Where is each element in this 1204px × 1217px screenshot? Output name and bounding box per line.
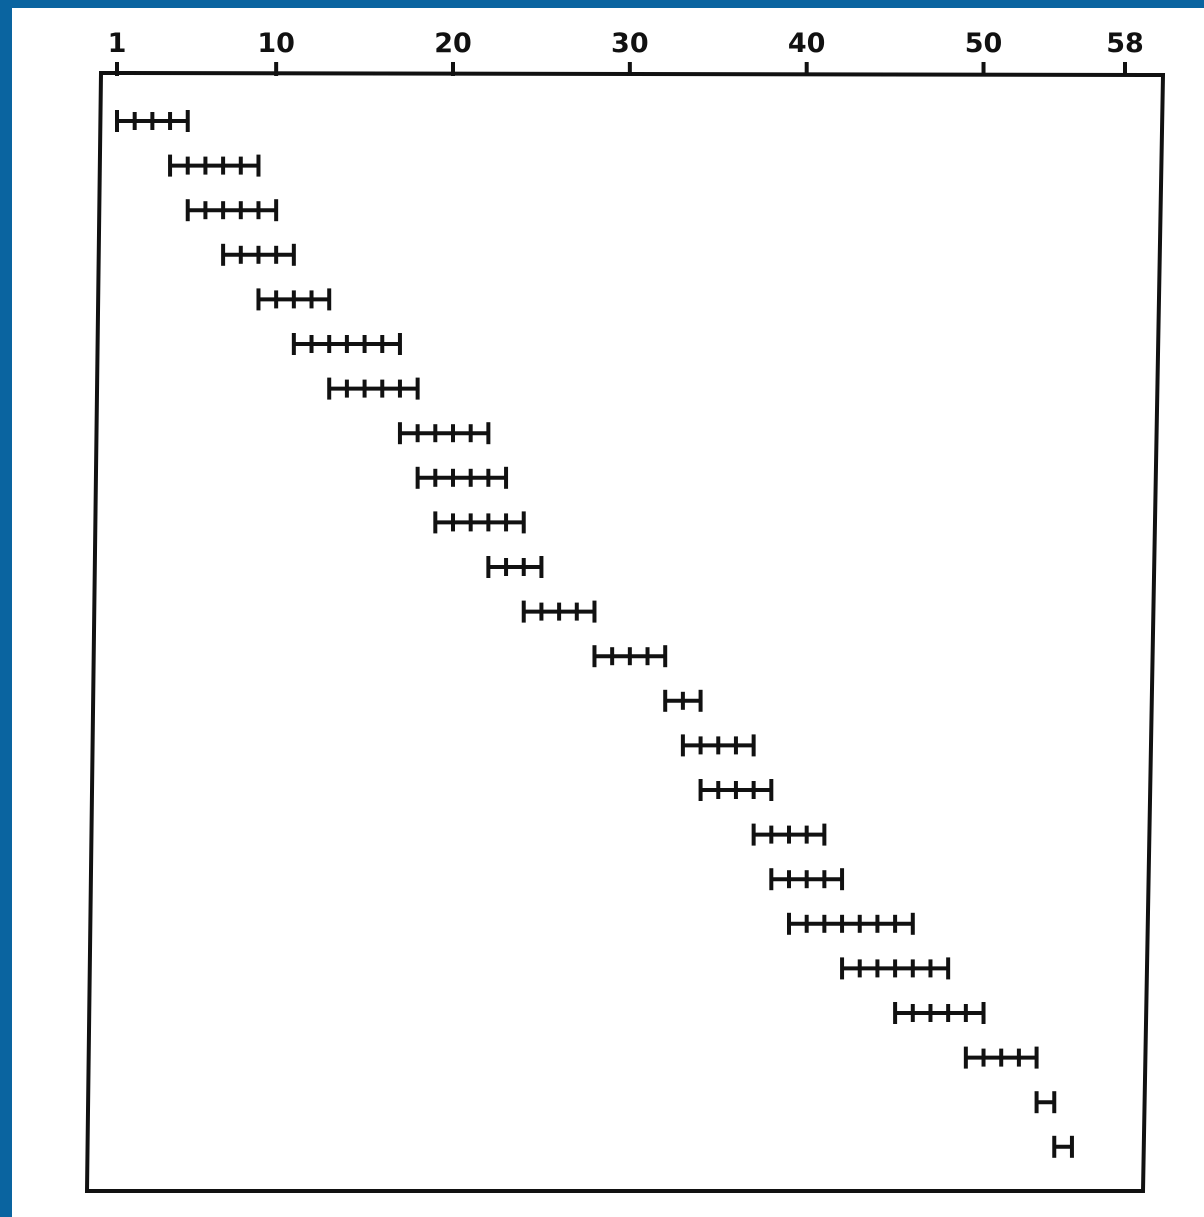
range-bar: [397, 422, 491, 445]
x-tick-label: 58: [1106, 28, 1144, 59]
range-bar: [680, 734, 756, 757]
range-bar: [698, 779, 774, 801]
range-bar: [115, 110, 190, 132]
range-bar: [185, 199, 279, 222]
range-bar: [168, 154, 261, 177]
range-bar: [521, 600, 597, 623]
range-bar: [256, 288, 332, 311]
x-tick-label: 40: [788, 28, 826, 59]
range-bar: [433, 511, 526, 534]
x-tick-label: 10: [257, 28, 295, 59]
range-bar: [787, 912, 915, 935]
range-bar: [1052, 1135, 1074, 1158]
x-tick-label: 1: [108, 28, 127, 59]
range-bar: [592, 645, 668, 668]
range-bar: [415, 466, 509, 489]
x-tick-label: 30: [611, 28, 649, 59]
x-axis: 1 10 20 30 40 50 58: [108, 28, 1144, 76]
range-bar: [486, 556, 544, 578]
range-bar: [1034, 1091, 1057, 1114]
range-bar: [751, 823, 827, 846]
range-bar: [327, 377, 420, 400]
x-tick-label: 50: [965, 28, 1003, 59]
range-bar: [291, 333, 402, 355]
range-bar: [893, 1002, 986, 1024]
range-bar: [840, 957, 951, 980]
range-bar: [221, 243, 296, 266]
range-bar: [769, 868, 845, 891]
range-bar: [663, 689, 703, 712]
range-bar: [963, 1046, 1039, 1069]
x-tick-label: 20: [434, 28, 472, 59]
range-bars: [115, 110, 1074, 1158]
plot-frame: [84, 70, 1166, 1193]
